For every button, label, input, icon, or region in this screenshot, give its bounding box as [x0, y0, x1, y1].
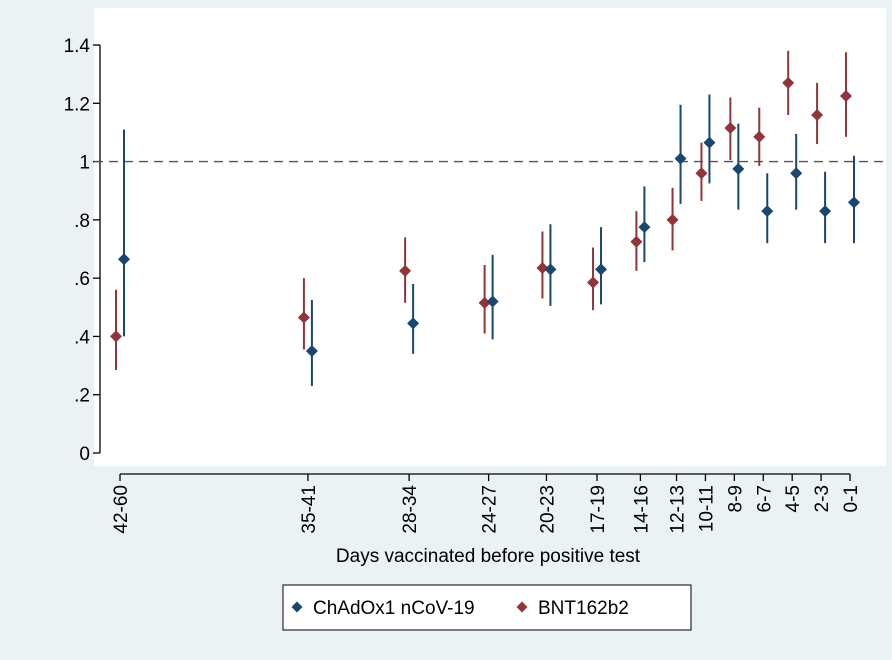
data-point [297, 311, 310, 324]
y-tick-label: 1.2 [64, 94, 90, 115]
y-tick-label: .8 [74, 211, 90, 232]
data-point [638, 221, 651, 234]
legend-label: BNT162b2 [538, 598, 629, 619]
data-point [118, 253, 130, 266]
data-point [630, 235, 643, 248]
data-point [840, 90, 852, 102]
legend-box [282, 584, 692, 631]
data-point [407, 317, 420, 330]
legend: ChAdOx1 nCoV-19 BNT162b2 [282, 584, 692, 631]
y-tick-label: 1.4 [64, 36, 91, 57]
x-tick-label: 35-41 [299, 485, 320, 534]
data-point [305, 345, 318, 357]
data-point [695, 167, 708, 180]
x-tick-label: 0-1 [841, 485, 862, 512]
y-tick-label: .4 [74, 327, 90, 348]
data-point [674, 152, 687, 165]
legend-marker [291, 601, 303, 613]
x-tick-label: 28-34 [400, 485, 421, 534]
data-point [595, 263, 608, 276]
data-point [790, 167, 803, 180]
data-point [587, 276, 600, 289]
plot-area [94, 8, 886, 466]
data-point [753, 130, 766, 143]
y-tick-label: 0 [79, 444, 90, 465]
data-point [486, 295, 499, 308]
data-point [703, 136, 716, 149]
data-point [724, 122, 737, 135]
x-tick-label: 6-7 [754, 485, 775, 512]
x-tick-label: 10-11 [696, 485, 717, 532]
y-tick-label: .2 [74, 386, 90, 407]
y-axis: 0 .2 .4 .6 .8 1 1.2 1.4 [64, 36, 101, 465]
y-tick-label: 1 [79, 153, 90, 174]
legend-marker [516, 601, 528, 613]
data-point [732, 162, 745, 175]
x-tick-label: 17-19 [588, 485, 609, 534]
x-tick-label: 42-60 [111, 485, 132, 534]
x-tick-label: 20-23 [537, 485, 558, 534]
x-tick-label: 4-5 [783, 485, 804, 512]
x-axis-title: Days vaccinated before positive test [336, 546, 641, 567]
x-tick-label: 2-3 [812, 485, 833, 512]
legend-label: ChAdOx1 nCoV-19 [313, 598, 475, 619]
x-tick-label: 14-16 [631, 485, 652, 534]
data-point [811, 108, 824, 121]
data-point [848, 196, 860, 209]
x-axis: 42-60 35-41 28-34 24-27 20-23 17-19 14-16 12-13… [111, 473, 862, 534]
data-point [110, 330, 122, 343]
y-tick-label: .6 [74, 269, 90, 290]
x-tick-label: 12-13 [668, 485, 689, 534]
data-point [544, 263, 557, 276]
series-bnt162b2 [110, 50, 852, 370]
data-point [819, 205, 832, 218]
x-tick-label: 24-27 [480, 485, 501, 534]
data-point [536, 261, 549, 274]
data-point [782, 76, 795, 89]
data-point [761, 205, 774, 218]
series-group [110, 50, 860, 386]
x-tick-label: 8-9 [725, 485, 746, 512]
data-point [478, 296, 491, 309]
data-point [399, 264, 412, 277]
data-point [666, 213, 679, 226]
series-chadox1 [118, 94, 860, 386]
